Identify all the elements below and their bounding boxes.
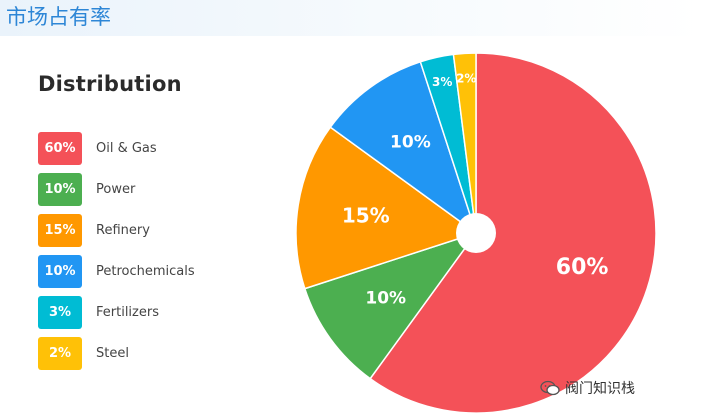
legend-badge: 2% xyxy=(38,337,82,370)
legend-label: Petrochemicals xyxy=(96,264,195,279)
page-title: 市场占有率 xyxy=(6,5,111,29)
pie-slice-refinery xyxy=(295,126,478,290)
legend-label: Refinery xyxy=(96,223,150,238)
legend-label: Oil & Gas xyxy=(96,141,157,156)
pie-slice-label-power: 10% xyxy=(365,289,406,309)
watermark: 阀门知识栈 xyxy=(540,378,635,398)
legend-label: Fertilizers xyxy=(96,305,159,320)
legend-badge: 60% xyxy=(38,132,82,165)
legend-label: Steel xyxy=(96,346,129,361)
pie-slice-label-oil-gas: 60% xyxy=(556,255,609,280)
legend: 60% Oil & Gas 10% Power 15% Refinery 10%… xyxy=(38,132,258,378)
legend-item-petrochemicals: 10% Petrochemicals xyxy=(38,255,258,288)
legend-badge: 15% xyxy=(38,214,82,247)
pie-slice-label-petrochemicals: 10% xyxy=(390,133,431,153)
pie-slice-label-fertilizers: 3% xyxy=(432,75,452,89)
pie-center-hole xyxy=(456,213,496,253)
pie-slice-label-steel: 2% xyxy=(456,72,476,86)
legend-badge: 10% xyxy=(38,255,82,288)
pie-slice-oil-gas xyxy=(369,52,657,414)
legend-item-oil-gas: 60% Oil & Gas xyxy=(38,132,258,165)
legend-item-power: 10% Power xyxy=(38,173,258,206)
pie-slice-label-refinery: 15% xyxy=(342,204,390,228)
pie-slice-petrochemicals xyxy=(329,60,478,235)
legend-badge: 10% xyxy=(38,173,82,206)
legend-badge: 3% xyxy=(38,296,82,329)
wechat-icon xyxy=(540,380,560,396)
heading-band xyxy=(0,0,702,36)
chart-title: Distribution xyxy=(38,72,182,96)
legend-label: Power xyxy=(96,182,136,197)
watermark-text: 阀门知识栈 xyxy=(565,381,635,397)
legend-item-fertilizers: 3% Fertilizers xyxy=(38,296,258,329)
pie-slice-power xyxy=(303,231,478,380)
legend-item-steel: 2% Steel xyxy=(38,337,258,370)
legend-item-refinery: 15% Refinery xyxy=(38,214,258,247)
pie-slice-steel xyxy=(452,52,477,234)
